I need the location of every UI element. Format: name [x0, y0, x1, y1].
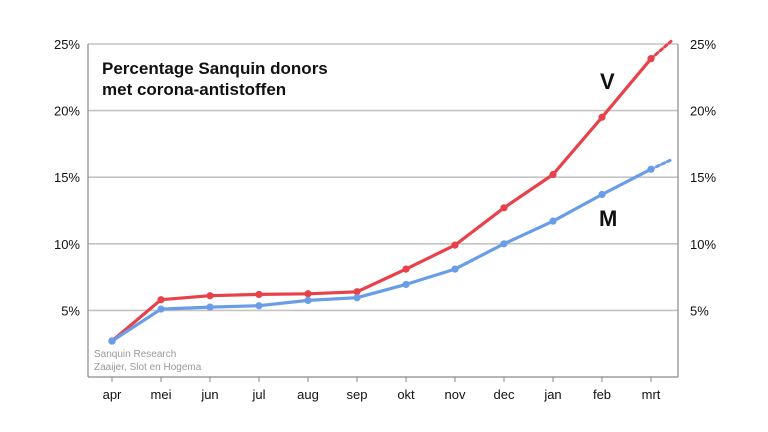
data-point-m: [647, 165, 655, 173]
x-tick-label: jul: [251, 387, 265, 402]
data-point-v: [402, 265, 410, 273]
chart-title-line-1: Percentage Sanquin donors: [102, 59, 328, 78]
data-point-m: [549, 217, 557, 225]
source-credit-line-1: Sanquin Research: [94, 349, 176, 360]
data-point-m: [402, 280, 410, 289]
x-tick-label: apr: [103, 387, 122, 402]
y-tick-label-right: 25%: [690, 37, 716, 52]
data-point-v: [353, 288, 361, 296]
x-tick-label: aug: [297, 387, 319, 402]
chart-title-line-2: met corona-antistoffen: [102, 80, 286, 99]
x-tick-label: dec: [494, 387, 515, 402]
x-tick-label: mei: [151, 387, 172, 402]
data-point-m: [451, 265, 459, 273]
data-point-m: [598, 190, 606, 199]
y-tick-label-right: 15%: [690, 170, 716, 185]
x-tick-label: feb: [593, 387, 611, 402]
y-tick-label-right: 10%: [690, 237, 716, 252]
series-line-m: [110, 167, 653, 343]
series-label-v: V: [600, 69, 615, 94]
data-point-v: [500, 204, 508, 212]
data-point-v: [157, 296, 165, 304]
data-point-m: [108, 337, 116, 345]
y-tick-label-left: 15%: [54, 170, 80, 185]
axes: 5% 5% 10% 10% 15% 15% 20% 20% 25% 25% apr mei jun jul…: [54, 37, 716, 402]
data-point-v: [206, 292, 214, 300]
y-tick-label-right: 20%: [690, 104, 716, 119]
series-line-v: [110, 57, 653, 343]
y-tick-label-left: 25%: [54, 37, 80, 52]
x-tick-label: nov: [445, 387, 466, 402]
data-point-m: [353, 294, 361, 302]
x-tick-label: sep: [347, 387, 368, 402]
y-tick-label-left: 10%: [54, 237, 80, 252]
data-point-m: [500, 240, 508, 248]
x-tick-label: jun: [200, 387, 218, 402]
series-projection-m: [649, 158, 673, 171]
series: [108, 39, 673, 345]
y-tick-label-left: 20%: [54, 104, 80, 119]
data-point-v: [598, 113, 606, 121]
data-point-m: [255, 302, 263, 310]
y-tick-label-left: 5%: [61, 303, 80, 318]
data-point-v: [647, 55, 655, 63]
series-projection-v: [649, 39, 673, 61]
y-tick-label-right: 5%: [690, 303, 709, 318]
data-point-m: [157, 305, 165, 313]
x-tick-label: okt: [397, 387, 415, 402]
data-point-v: [304, 290, 312, 298]
series-label-m: M: [599, 206, 617, 231]
x-tick-label: jan: [543, 387, 561, 402]
gridlines: [88, 43, 678, 312]
data-point-m: [304, 296, 312, 305]
source-credit-line-2: Zaaijer, Slot en Hogema: [94, 362, 202, 373]
data-point-v: [451, 241, 459, 249]
x-tick-label: mrt: [642, 387, 661, 402]
data-point-m: [206, 303, 214, 311]
data-point-v: [549, 170, 557, 179]
data-point-v: [255, 290, 263, 299]
